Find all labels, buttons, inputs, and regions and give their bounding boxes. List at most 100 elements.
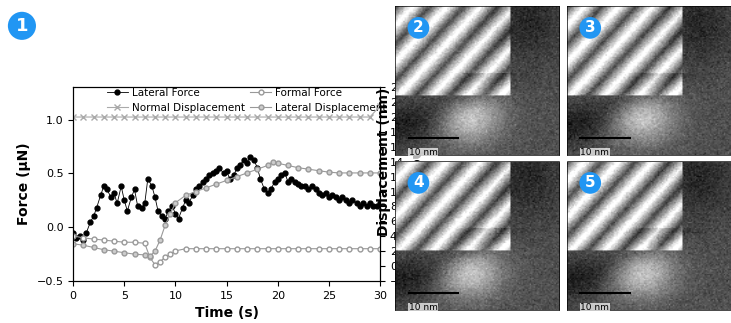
Formal Force — [99, 238, 108, 242]
Normal Displacement — [366, 115, 374, 119]
Lateral Displacement — [99, 248, 108, 252]
Y-axis label: Displacement (nm): Displacement (nm) — [409, 110, 423, 258]
Text: 10 nm: 10 nm — [409, 303, 437, 312]
Lateral Displacement — [232, 175, 241, 179]
Formal Force — [212, 247, 221, 251]
Lateral Displacement — [222, 178, 231, 182]
Formal Force — [304, 247, 313, 251]
Lateral Displacement — [294, 166, 303, 170]
Lateral Displacement — [325, 170, 333, 174]
Lateral Displacement — [161, 223, 170, 227]
Lateral Displacement — [304, 167, 313, 171]
Lateral Displacement — [166, 212, 175, 216]
Formal Force — [222, 247, 231, 251]
Lateral Displacement — [243, 171, 251, 175]
Lateral Displacement — [263, 163, 272, 167]
Line: Lateral Force: Lateral Force — [71, 155, 382, 243]
Formal Force — [253, 247, 262, 251]
Lateral Displacement — [212, 182, 221, 186]
Formal Force — [166, 252, 175, 256]
Formal Force — [89, 237, 98, 241]
Formal Force — [79, 236, 88, 240]
Lateral Displacement — [253, 167, 262, 171]
Normal Displacement — [232, 115, 241, 119]
Text: 10 nm: 10 nm — [409, 148, 437, 157]
Formal Force — [145, 255, 154, 259]
Lateral Force — [335, 198, 344, 202]
Normal Displacement — [192, 115, 200, 119]
Formal Force — [151, 263, 159, 267]
Normal Displacement — [355, 115, 364, 119]
Line: Lateral Displacement: Lateral Displacement — [71, 159, 382, 259]
Normal Displacement — [345, 115, 354, 119]
Lateral Displacement — [284, 163, 292, 167]
Normal Displacement — [202, 115, 211, 119]
Lateral Displacement — [366, 171, 374, 175]
Text: 10 nm: 10 nm — [580, 303, 609, 312]
Formal Force — [110, 239, 118, 243]
Line: Formal Force: Formal Force — [71, 233, 382, 267]
Lateral Displacement — [140, 253, 149, 257]
Lateral Force — [376, 202, 385, 205]
Lateral Displacement — [69, 242, 77, 246]
Normal Displacement — [304, 115, 313, 119]
Formal Force — [140, 241, 149, 245]
Normal Displacement — [110, 115, 118, 119]
Formal Force — [130, 240, 139, 244]
Line: Normal Displacement: Normal Displacement — [70, 103, 383, 120]
Formal Force — [345, 247, 354, 251]
Text: 4: 4 — [413, 175, 424, 191]
Formal Force — [69, 234, 77, 238]
Lateral Displacement — [156, 238, 164, 242]
Formal Force — [376, 247, 385, 251]
Text: Displacement (nm): Displacement (nm) — [376, 87, 391, 236]
Normal Displacement — [273, 115, 282, 119]
Formal Force — [156, 260, 164, 264]
Formal Force — [366, 247, 374, 251]
Lateral Force — [69, 231, 77, 234]
Formal Force — [335, 247, 344, 251]
Formal Force — [294, 247, 303, 251]
Lateral Displacement — [145, 255, 154, 258]
Formal Force — [263, 247, 272, 251]
Lateral Displacement — [335, 171, 344, 175]
Formal Force — [161, 255, 170, 259]
Formal Force — [202, 247, 211, 251]
X-axis label: Time (s): Time (s) — [194, 306, 259, 320]
Formal Force — [243, 247, 251, 251]
Text: 3: 3 — [585, 20, 596, 36]
Normal Displacement — [253, 115, 262, 119]
Normal Displacement — [335, 115, 344, 119]
Text: 5: 5 — [585, 175, 596, 191]
Normal Displacement — [325, 115, 333, 119]
Lateral Displacement — [110, 249, 118, 253]
Formal Force — [171, 249, 180, 253]
Normal Displacement — [69, 115, 77, 119]
Lateral Force — [151, 195, 159, 199]
Normal Displacement — [89, 115, 98, 119]
Normal Displacement — [243, 115, 251, 119]
Normal Displacement — [151, 115, 159, 119]
Lateral Displacement — [273, 161, 282, 165]
Normal Displacement — [140, 115, 149, 119]
Lateral Displacement — [376, 171, 385, 175]
Formal Force — [355, 247, 364, 251]
Lateral Force — [143, 177, 152, 181]
Normal Displacement — [99, 115, 108, 119]
Legend: Lateral Force, Normal Displacement, Formal Force, Lateral Displacement: Lateral Force, Normal Displacement, Form… — [103, 83, 391, 117]
Lateral Displacement — [171, 201, 180, 205]
Lateral Displacement — [314, 169, 323, 172]
Formal Force — [325, 247, 333, 251]
Lateral Displacement — [192, 190, 200, 193]
Lateral Force — [110, 191, 118, 195]
Normal Displacement — [79, 115, 88, 119]
Normal Displacement — [314, 115, 323, 119]
Formal Force — [192, 247, 200, 251]
Lateral Displacement — [181, 193, 190, 197]
Lateral Force — [79, 238, 88, 242]
Normal Displacement — [294, 115, 303, 119]
Text: 2: 2 — [413, 20, 424, 36]
Text: 10 nm: 10 nm — [580, 148, 609, 157]
Lateral Displacement — [202, 186, 211, 190]
Lateral Displacement — [355, 171, 364, 175]
